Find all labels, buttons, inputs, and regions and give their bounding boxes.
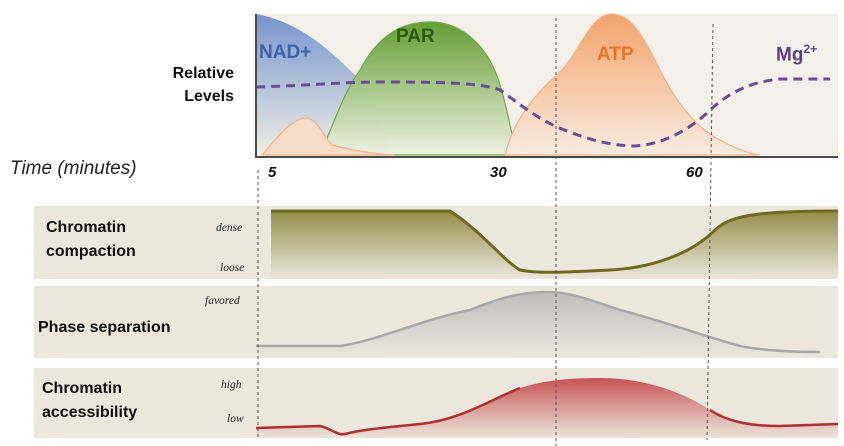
compaction-title-line2: compaction bbox=[46, 243, 136, 260]
compaction-level-low: loose bbox=[220, 262, 245, 274]
tick-5: 5 bbox=[268, 164, 277, 181]
time-axis-label: Time (minutes) bbox=[10, 158, 137, 179]
phase-area bbox=[256, 292, 820, 358]
accessibility-line bbox=[255, 386, 521, 436]
y-axis-label-line2: Levels bbox=[184, 88, 234, 105]
accessibility-line-tail bbox=[709, 408, 839, 428]
tick-60: 60 bbox=[686, 164, 703, 181]
accessibility-level-low: low bbox=[227, 413, 244, 425]
y-axis-label-line1: Relative bbox=[172, 65, 234, 82]
nad-label: NAD+ bbox=[259, 42, 312, 63]
phase-separation-title: Phase separation bbox=[38, 319, 171, 336]
compaction-line bbox=[271, 209, 839, 274]
tick-30: 30 bbox=[490, 164, 507, 181]
accessibility-level-high: high bbox=[221, 379, 242, 391]
accessibility-title-line2: accessibility bbox=[42, 404, 138, 421]
compaction-level-high: dense bbox=[216, 222, 243, 234]
mg-label: Mg2+ bbox=[776, 42, 817, 66]
phase-separation-level-high: favored bbox=[205, 295, 240, 307]
mg-label-base: Mg bbox=[776, 44, 804, 66]
y-axis-label: Relative Levels bbox=[173, 62, 234, 108]
atp-label: ATP bbox=[597, 44, 634, 65]
atp-area bbox=[504, 13, 761, 156]
accessibility-area bbox=[256, 378, 838, 438]
compaction-title-line1: Chromatin bbox=[46, 219, 126, 236]
mg-label-charge: 2+ bbox=[803, 42, 818, 56]
par-label: PAR bbox=[396, 26, 435, 47]
phase-line bbox=[256, 290, 821, 354]
atp-early-bump bbox=[260, 117, 396, 156]
compaction-area bbox=[271, 211, 838, 279]
accessibility-title-line1: Chromatin bbox=[42, 380, 122, 397]
compaction-title: Chromatin compaction bbox=[46, 216, 136, 264]
par-area bbox=[319, 21, 519, 156]
accessibility-title: Chromatin accessibility bbox=[42, 377, 137, 425]
